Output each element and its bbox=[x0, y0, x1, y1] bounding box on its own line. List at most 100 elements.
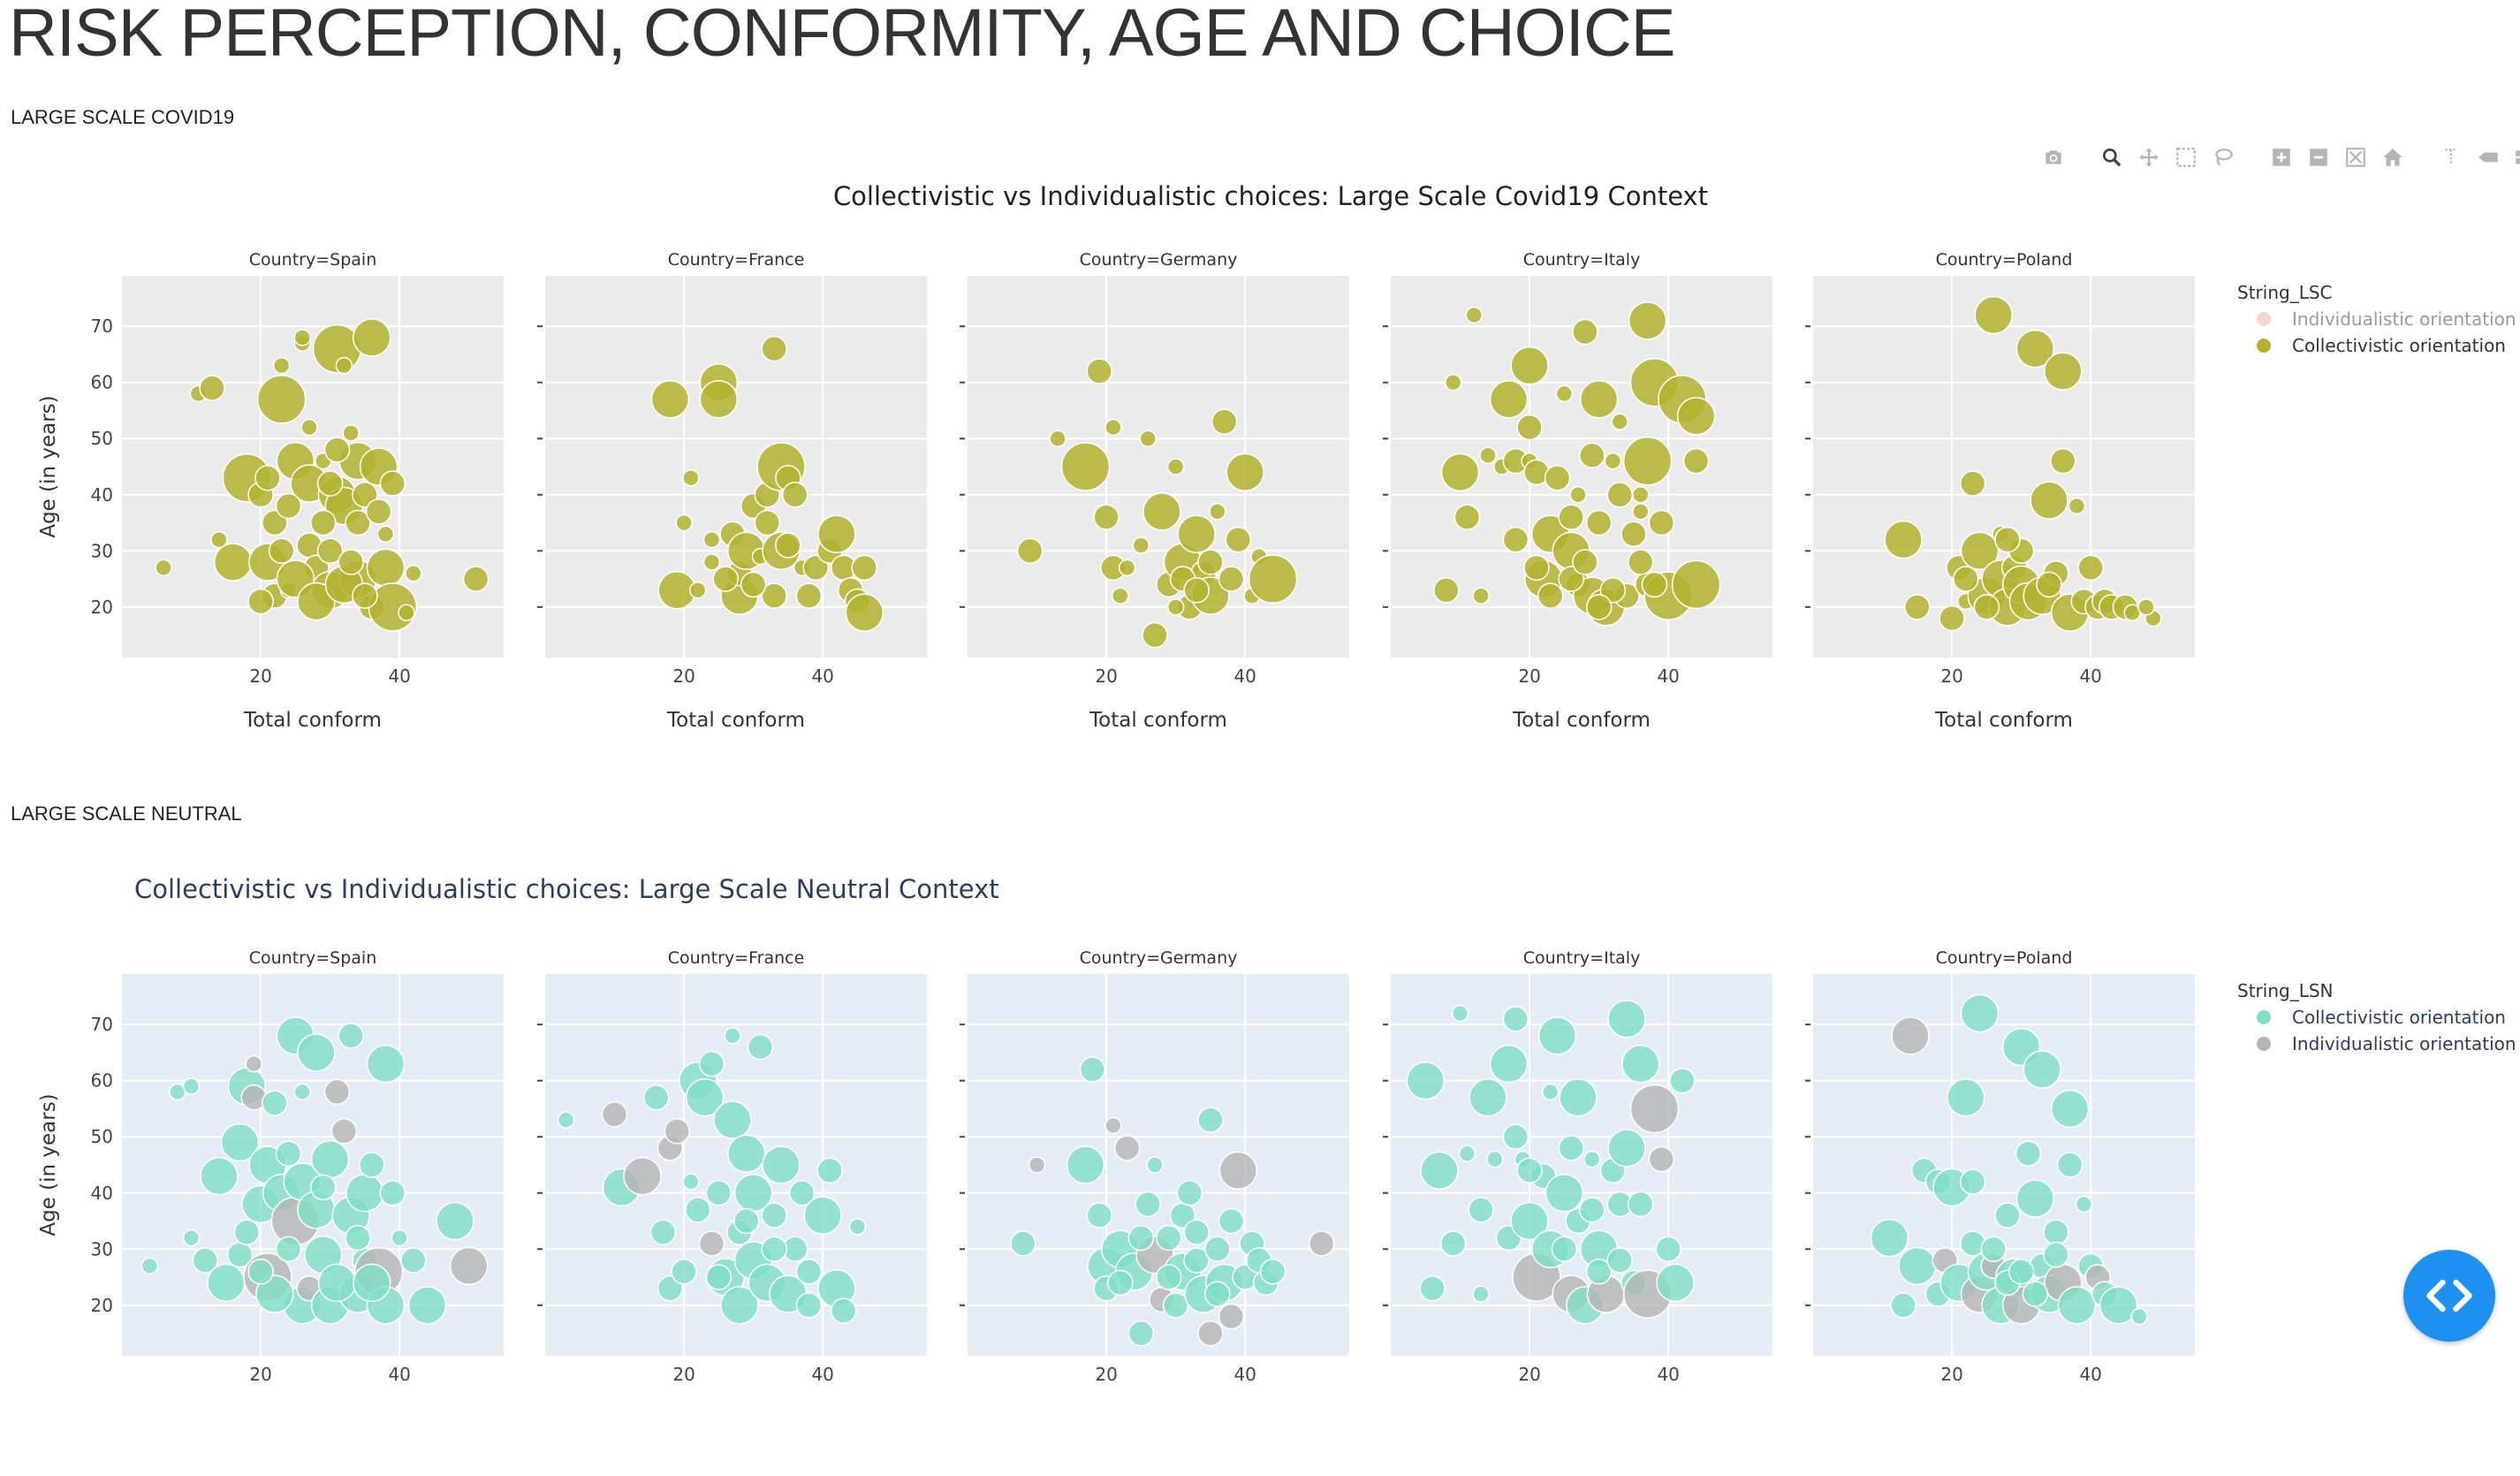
facet-panel: Country=France 20 40 Total conform bbox=[537, 250, 927, 732]
x-tick-label: 20 bbox=[249, 1364, 271, 1385]
data-point bbox=[1142, 492, 1181, 531]
data-point bbox=[2023, 1050, 2061, 1089]
data-point bbox=[2137, 598, 2155, 616]
data-point bbox=[761, 335, 787, 362]
data-point bbox=[2068, 497, 2086, 515]
x-tick-label: 40 bbox=[388, 666, 410, 687]
y-tick-label: 30 bbox=[91, 540, 113, 561]
data-point bbox=[345, 1224, 371, 1252]
facet-label: Country=Poland bbox=[1936, 948, 2073, 968]
data-point bbox=[557, 1111, 575, 1129]
data-point bbox=[436, 1201, 474, 1241]
data-point bbox=[1960, 993, 2000, 1033]
autoscale-icon[interactable] bbox=[2343, 145, 2368, 170]
data-point bbox=[300, 418, 318, 437]
data-point bbox=[1890, 1292, 1917, 1319]
x-tick-label: 40 bbox=[811, 1364, 833, 1385]
covid-context-chart: Collectivistic vs Individualistic choice… bbox=[37, 181, 2516, 732]
data-point bbox=[275, 492, 302, 520]
x-tick-label: 40 bbox=[388, 1364, 410, 1385]
data-point bbox=[1197, 1320, 1224, 1347]
data-point bbox=[1183, 1247, 1210, 1274]
data-point bbox=[802, 554, 830, 582]
box-select-icon[interactable] bbox=[2174, 145, 2198, 170]
data-point bbox=[1472, 1285, 1490, 1303]
zoom-icon[interactable] bbox=[2099, 145, 2124, 170]
data-point bbox=[140, 1257, 159, 1275]
data-point bbox=[685, 1078, 725, 1117]
data-point bbox=[1209, 503, 1226, 521]
data-point bbox=[724, 1027, 741, 1045]
data-point bbox=[1479, 446, 1497, 465]
section-label-covid: LARGE SCALE COVID19 bbox=[11, 106, 235, 128]
data-point bbox=[220, 1122, 260, 1162]
x-tick-label: 20 bbox=[1940, 1364, 1962, 1385]
data-point bbox=[1628, 301, 1667, 340]
facet-panel: Country=Poland 20 40 bbox=[1805, 948, 2195, 1385]
hover-compare-icon[interactable] bbox=[2513, 145, 2520, 170]
data-point bbox=[1516, 1157, 1543, 1184]
data-point bbox=[1458, 1145, 1476, 1163]
data-point bbox=[830, 1297, 857, 1324]
data-point bbox=[1898, 1246, 1937, 1286]
data-point bbox=[698, 1050, 725, 1077]
data-point bbox=[1607, 1000, 1646, 1039]
data-point bbox=[642, 1084, 670, 1111]
plot-area bbox=[968, 276, 1349, 658]
data-point bbox=[851, 554, 878, 582]
data-point bbox=[245, 1054, 262, 1073]
reset-axes-icon[interactable] bbox=[2380, 145, 2405, 170]
x-tick-label: 20 bbox=[1518, 666, 1540, 687]
data-point bbox=[1606, 482, 1633, 508]
data-point bbox=[1146, 1156, 1164, 1174]
data-point bbox=[1502, 1123, 1529, 1150]
spike-lines-icon[interactable] bbox=[2439, 145, 2463, 170]
data-point bbox=[1555, 384, 1574, 403]
zoom-in-icon[interactable] bbox=[2269, 145, 2294, 170]
data-point bbox=[1248, 554, 1298, 604]
legend: String_LSC Individualistic orientation Col… bbox=[2237, 282, 2516, 356]
data-point bbox=[1994, 526, 2021, 553]
lasso-select-icon[interactable] bbox=[2211, 145, 2235, 170]
data-point bbox=[1980, 1236, 2007, 1263]
data-point bbox=[210, 530, 228, 549]
data-point bbox=[1960, 531, 2000, 571]
code-brackets-icon bbox=[2426, 1279, 2472, 1312]
code-toggle-button[interactable] bbox=[2403, 1250, 2495, 1342]
data-point bbox=[323, 437, 351, 463]
data-point bbox=[685, 1197, 711, 1223]
data-point bbox=[754, 509, 781, 536]
zoom-out-icon[interactable] bbox=[2306, 145, 2331, 170]
data-point bbox=[1585, 509, 1613, 536]
data-point bbox=[1628, 549, 1654, 575]
data-point bbox=[2057, 1286, 2097, 1325]
pan-icon[interactable] bbox=[2137, 145, 2161, 170]
legend-title: String_LSN bbox=[2237, 980, 2334, 1001]
data-point bbox=[1197, 1107, 1224, 1133]
camera-icon[interactable] bbox=[2041, 145, 2066, 170]
hover-closest-icon[interactable] bbox=[2476, 145, 2501, 170]
data-point bbox=[2056, 1152, 2084, 1178]
data-point bbox=[788, 1180, 816, 1206]
data-point bbox=[803, 1196, 842, 1235]
data-point bbox=[1489, 380, 1529, 419]
x-axis-label: Total conform bbox=[1089, 709, 1227, 732]
legend: String_LSN Collectivistic orientation Indi… bbox=[2237, 980, 2516, 1054]
facet-panel: Country=Germany 20 40 bbox=[960, 948, 1349, 1385]
data-point bbox=[1502, 1006, 1529, 1032]
facet-panel: Country=Spain 20 40 bbox=[122, 948, 504, 1385]
data-point bbox=[352, 582, 378, 609]
y-tick-label: 40 bbox=[91, 484, 113, 506]
data-point bbox=[462, 566, 490, 592]
data-point bbox=[1544, 464, 1571, 491]
data-point bbox=[1502, 526, 1529, 553]
y-axis-label: Age (in years) bbox=[37, 1093, 60, 1236]
data-point bbox=[727, 1134, 766, 1174]
data-point bbox=[353, 318, 391, 357]
data-point bbox=[1558, 566, 1584, 592]
data-point bbox=[1433, 577, 1460, 604]
data-point bbox=[1049, 430, 1066, 447]
data-point bbox=[1632, 486, 1650, 504]
data-point bbox=[449, 1246, 489, 1286]
y-tick-label: 60 bbox=[91, 1070, 113, 1092]
